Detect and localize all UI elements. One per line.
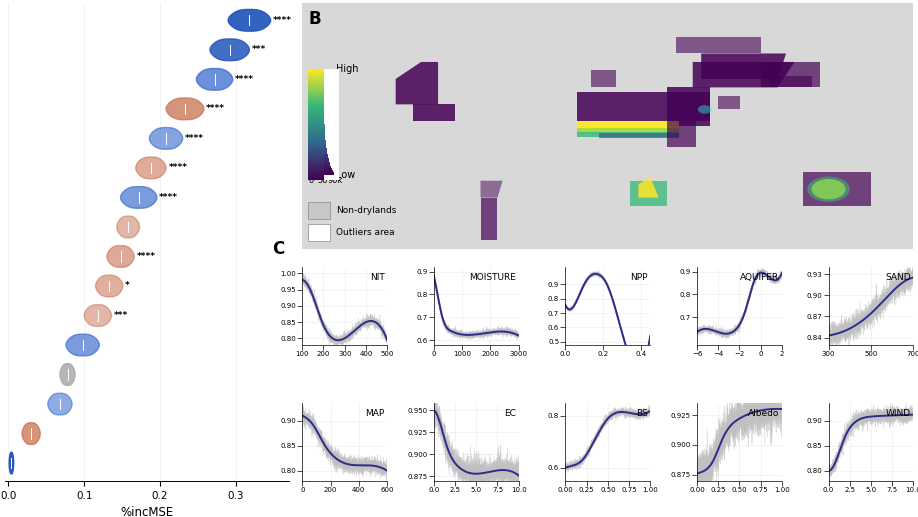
Polygon shape [577,131,679,136]
Polygon shape [599,133,679,138]
Polygon shape [693,62,795,87]
Text: *: * [125,281,129,291]
Polygon shape [676,37,761,53]
Polygon shape [9,452,14,474]
Text: NPP: NPP [631,273,648,282]
Polygon shape [229,9,271,31]
Text: BS: BS [636,409,648,418]
Text: High: High [336,64,358,74]
Polygon shape [667,87,710,127]
Text: Albedo: Albedo [748,409,779,418]
FancyBboxPatch shape [308,224,330,241]
Polygon shape [22,423,40,445]
Text: ***: *** [252,45,266,54]
Text: MOISTURE: MOISTURE [469,273,516,282]
Polygon shape [577,128,679,133]
Polygon shape [120,187,157,208]
Ellipse shape [812,179,845,200]
Text: NIT: NIT [370,273,385,282]
Text: C: C [273,240,285,257]
Text: ****: **** [137,252,155,261]
Polygon shape [150,128,183,149]
Polygon shape [136,157,166,179]
Polygon shape [84,305,111,326]
Text: Outliers area: Outliers area [336,228,395,237]
Text: ****: **** [185,134,204,143]
Polygon shape [210,39,250,60]
Polygon shape [761,62,820,87]
Text: WIND: WIND [886,409,911,418]
Polygon shape [630,180,667,206]
Text: B: B [308,10,321,28]
Polygon shape [66,334,99,356]
Text: 50: 50 [318,176,328,186]
Polygon shape [196,68,233,90]
Polygon shape [591,70,616,87]
X-axis label: %incMSE: %incMSE [120,506,174,517]
Text: ****: **** [207,104,225,113]
Polygon shape [480,180,502,197]
Text: 90k: 90k [328,176,343,186]
Polygon shape [769,75,812,87]
Ellipse shape [807,176,850,202]
Text: ***: *** [114,311,128,320]
FancyBboxPatch shape [308,202,330,219]
Text: Low: Low [336,170,355,180]
Polygon shape [396,62,438,104]
Polygon shape [166,98,204,120]
Polygon shape [412,104,455,121]
Polygon shape [95,275,123,297]
Polygon shape [48,393,72,415]
Polygon shape [718,96,740,110]
Text: MAP: MAP [365,409,385,418]
Polygon shape [701,53,786,79]
Text: ****: **** [235,75,254,84]
Polygon shape [480,197,498,240]
Polygon shape [60,363,75,385]
Polygon shape [577,93,710,121]
Text: SAND: SAND [885,273,911,282]
Polygon shape [117,216,140,238]
Polygon shape [638,177,659,197]
Polygon shape [106,246,134,267]
Text: EC: EC [504,409,516,418]
Text: ****: **** [273,16,292,25]
Polygon shape [577,121,679,130]
Ellipse shape [698,105,711,114]
Polygon shape [803,172,871,206]
Text: AQUIFER: AQUIFER [740,273,779,282]
Polygon shape [667,121,696,147]
Text: ****: **** [159,193,178,202]
Text: ****: **** [168,163,187,172]
Text: 0: 0 [308,176,314,186]
Text: Non-drylands: Non-drylands [336,206,397,215]
